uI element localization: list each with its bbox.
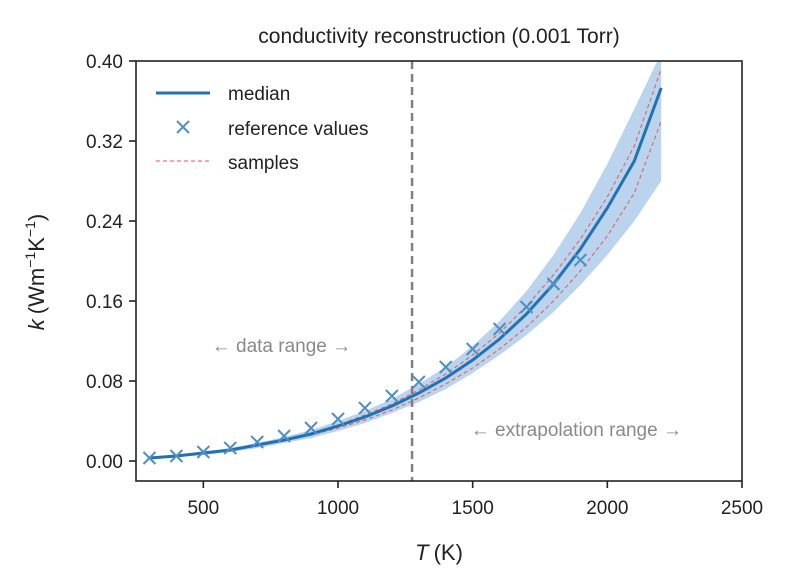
- y-axis-sup-2: −1: [22, 221, 38, 237]
- y-tick-label: 0.32: [86, 132, 123, 153]
- y-tick-label: 0.00: [86, 452, 123, 473]
- annotation-extrapolation-range: ← extrapolation range →: [471, 420, 682, 441]
- plot-area: [142, 61, 663, 481]
- legend-reference-swatch: [176, 120, 190, 134]
- reference-point: [439, 360, 453, 374]
- y-axis-unit-post: ): [24, 214, 49, 221]
- y-axis-unit-pre: (Wm: [24, 268, 49, 314]
- reference-point: [492, 322, 507, 336]
- x-tick-label: 1500: [452, 498, 494, 519]
- y-tick-label: 0.24: [86, 212, 123, 233]
- legend-reference-label: reference values: [228, 119, 368, 140]
- annotation-data-range: ← data range →: [212, 336, 351, 357]
- reference-point: [573, 253, 588, 267]
- x-axis-ticks: 500 1000 1500 2000 2500: [187, 481, 763, 519]
- legend-samples-label: samples: [228, 153, 299, 174]
- x-axis-symbol: T: [415, 540, 430, 565]
- reference-point: [546, 277, 561, 291]
- x-tick-label: 500: [187, 498, 219, 519]
- reference-point: [358, 401, 372, 415]
- reference-point: [223, 441, 237, 455]
- reference-point: [304, 421, 318, 435]
- reference-point: [169, 449, 184, 463]
- reference-point: [331, 412, 345, 426]
- y-tick-label: 0.08: [86, 372, 123, 393]
- reference-point: [385, 389, 399, 403]
- x-axis-label: T (K): [415, 540, 463, 565]
- y-axis-ticks: 0.00 0.08 0.16 0.24 0.32 0.40: [86, 52, 136, 473]
- y-tick-label: 0.40: [86, 52, 123, 73]
- y-axis-symbol: k: [24, 318, 49, 330]
- y-axis-unit-mid: K: [24, 237, 49, 252]
- reference-point: [196, 445, 211, 459]
- x-tick-label: 2000: [586, 498, 628, 519]
- y-tick-label: 0.16: [86, 292, 123, 313]
- x-axis-unit: (K): [434, 540, 463, 565]
- plot-frame: [135, 60, 743, 482]
- reference-point: [519, 300, 534, 314]
- reference-point: [412, 375, 426, 389]
- chart-title: conductivity reconstruction (0.001 Torr): [258, 25, 619, 48]
- reference-point: [277, 429, 291, 443]
- x-tick-label: 2500: [721, 498, 763, 519]
- reference-point: [142, 451, 157, 465]
- reference-point: [250, 435, 264, 449]
- legend-reference-marker: [176, 120, 190, 134]
- reference-point: [465, 342, 480, 356]
- x-tick-label: 1000: [317, 498, 359, 519]
- legend: median reference values samples: [156, 84, 368, 174]
- y-axis-label: k(Wm−1K−1): [22, 214, 49, 330]
- legend-median-label: median: [228, 84, 290, 105]
- uncertainty-band: [149, 61, 662, 459]
- y-axis-sup-1: −1: [22, 252, 38, 268]
- reference-markers: [142, 253, 588, 465]
